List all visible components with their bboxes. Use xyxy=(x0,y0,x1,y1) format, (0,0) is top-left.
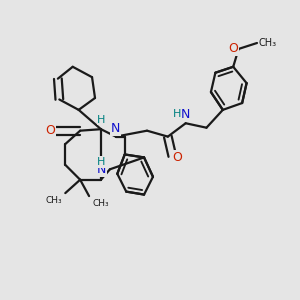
Text: H: H xyxy=(173,109,182,119)
Text: H: H xyxy=(98,157,106,167)
Text: CH₃: CH₃ xyxy=(92,199,109,208)
Text: H: H xyxy=(98,115,106,125)
Text: CH₃: CH₃ xyxy=(46,196,62,205)
Text: N: N xyxy=(181,108,190,121)
Text: O: O xyxy=(46,124,56,137)
Text: O: O xyxy=(228,42,238,56)
Text: CH₃: CH₃ xyxy=(259,38,277,48)
Text: N: N xyxy=(111,122,121,135)
Text: O: O xyxy=(173,151,183,164)
Text: N: N xyxy=(97,163,106,176)
